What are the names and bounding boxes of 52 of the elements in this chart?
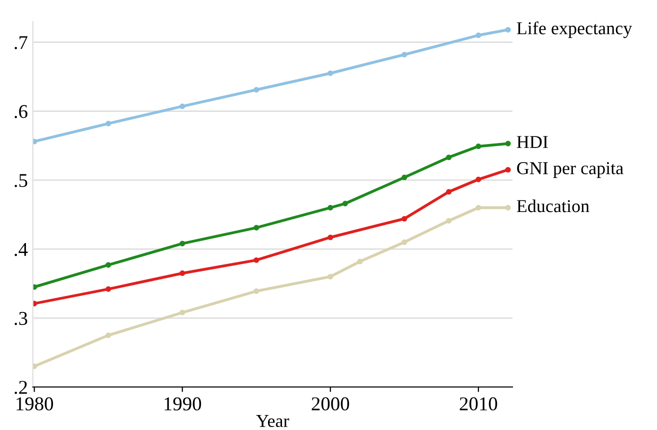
point: [328, 234, 334, 240]
series-label: GNI per capita: [517, 162, 624, 178]
point: [505, 140, 511, 146]
point: [180, 104, 186, 110]
point: [180, 240, 186, 246]
point: [106, 120, 112, 126]
point: [476, 144, 482, 150]
x-tick-label: 2000: [312, 397, 350, 410]
y-tick-label: .2: [14, 380, 27, 394]
y-tick-label: .4: [14, 243, 28, 256]
x-axis-title: Year: [256, 415, 290, 428]
point: [106, 286, 112, 292]
series-label: Life expectancy: [516, 21, 632, 38]
point: [505, 26, 511, 33]
point: [328, 274, 334, 280]
point: [446, 154, 452, 160]
point: [446, 189, 452, 195]
point: [446, 218, 452, 224]
point: [402, 52, 408, 58]
point: [357, 258, 363, 264]
point: [254, 288, 260, 294]
y-tick-label: .6: [14, 105, 28, 118]
point: [328, 204, 334, 210]
series-label: Education: [516, 200, 590, 212]
point: [328, 70, 334, 76]
point: [254, 224, 260, 230]
point: [180, 270, 186, 276]
point: [342, 200, 348, 206]
point: [32, 138, 38, 144]
series-label: HDI: [516, 136, 548, 148]
y-tick-label: .5: [14, 174, 28, 188]
point: [32, 364, 38, 370]
point: [505, 166, 511, 173]
point: [505, 204, 511, 210]
point: [402, 239, 408, 245]
point: [476, 176, 482, 182]
point: [106, 332, 112, 338]
y-tick-label: .7: [14, 36, 28, 50]
point: [254, 86, 260, 93]
point: [402, 174, 408, 180]
point: [32, 284, 38, 290]
point: [476, 204, 482, 210]
x-tick-label: 1990: [164, 397, 202, 410]
point: [476, 32, 482, 38]
point: [180, 310, 186, 316]
point: [106, 262, 112, 268]
x-tick-label: 2010: [460, 397, 498, 410]
point: [32, 300, 38, 306]
y-tick-label: .3: [14, 312, 28, 326]
point: [254, 257, 260, 263]
x-tick-label: 1980: [16, 397, 54, 410]
point: [402, 216, 408, 222]
